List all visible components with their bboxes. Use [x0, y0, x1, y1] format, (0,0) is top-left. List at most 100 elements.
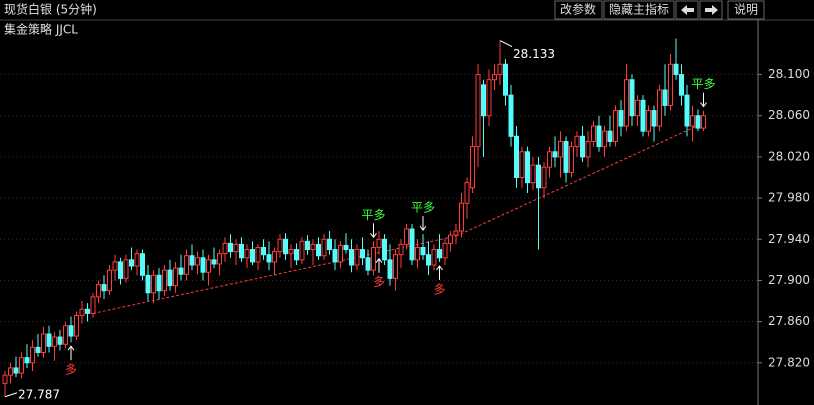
y-tick-label: 27.900: [768, 273, 810, 287]
candle-body: [585, 140, 591, 158]
candle-body: [206, 259, 211, 273]
candle-body: [629, 79, 635, 117]
candle-body: [68, 325, 74, 337]
candle-body: [200, 257, 206, 273]
candle-body: [283, 238, 288, 255]
candle-body: [140, 253, 145, 276]
candle-body: [437, 249, 442, 259]
candle-body: [112, 261, 118, 271]
candle-body: [481, 84, 486, 117]
candle-body: [541, 166, 547, 189]
candle-body: [486, 79, 492, 117]
signal-label: 多: [65, 363, 77, 377]
candle-body: [558, 140, 563, 158]
candle-body: [596, 125, 602, 148]
candle-body: [552, 151, 558, 158]
candle-body: [35, 346, 41, 353]
candle-body: [239, 243, 244, 259]
candle-body: [8, 367, 13, 376]
candle-body: [662, 89, 668, 106]
candle-body: [354, 249, 360, 266]
candle-body: [673, 63, 679, 76]
candle-body: [668, 63, 673, 106]
candle-body: [525, 151, 530, 184]
candle-body: [492, 74, 497, 81]
button[interactable]: [603, 0, 675, 20]
candle-body: [519, 151, 525, 179]
button-label[interactable]: 改参数: [560, 2, 596, 17]
candle-body: [57, 336, 63, 345]
y-tick-label: 27.980: [768, 191, 810, 205]
signal-arrow: [67, 345, 75, 361]
candle-body: [266, 254, 272, 263]
y-tick-label: 27.860: [768, 314, 810, 328]
candle-body: [24, 357, 30, 364]
candle-body: [415, 247, 420, 261]
candle-body: [118, 261, 123, 279]
candle-body: [684, 94, 690, 127]
candle-body: [167, 269, 173, 287]
candle-body: [2, 374, 8, 384]
candle-body: [74, 314, 79, 337]
candle-body: [701, 115, 706, 129]
candle-body: [635, 99, 640, 117]
candle-body: [299, 240, 305, 261]
candle-body: [233, 243, 239, 253]
candle-body: [646, 110, 651, 132]
candle-body: [382, 238, 387, 261]
button[interactable]: [554, 0, 603, 20]
candle-body: [360, 249, 365, 259]
candle-body: [211, 259, 217, 265]
indicator-name: 集金策略 JJCL: [4, 22, 78, 37]
candle-body: [695, 115, 701, 129]
candle-body: [420, 247, 426, 256]
candle-body: [497, 63, 503, 76]
y-tick-label: 28.060: [768, 108, 810, 122]
candle-body: [217, 253, 222, 265]
trend-line: [455, 122, 704, 237]
candle-body: [85, 308, 90, 314]
candle-body: [195, 257, 200, 266]
candle-body: [404, 228, 409, 245]
candle-body: [393, 254, 398, 279]
candle-body: [657, 89, 662, 127]
candle-body: [464, 182, 470, 204]
candle-body: [277, 238, 283, 253]
candle-body: [371, 247, 376, 271]
candle-body: [514, 135, 519, 179]
candle-body: [409, 228, 415, 261]
candle-body: [96, 284, 101, 298]
candle-body: [470, 146, 475, 189]
candle-body: [475, 74, 481, 148]
candle-body: [272, 251, 277, 263]
button-label[interactable]: 说明: [734, 2, 758, 17]
candle-body: [222, 242, 228, 255]
candle-body: [173, 267, 178, 287]
candle-body: [321, 238, 327, 257]
candle-body: [250, 249, 255, 263]
y-tick-label: 27.820: [768, 355, 810, 369]
extreme-label: 28.133: [513, 47, 555, 61]
candle-body: [332, 249, 338, 263]
candle-body: [30, 346, 35, 364]
candle-body: [624, 79, 629, 127]
candle-body: [343, 244, 349, 251]
chart-title: 现货白银 (5分钟): [4, 2, 97, 17]
candle-body: [13, 367, 19, 374]
candle-body: [63, 325, 68, 345]
candle-body: [442, 242, 448, 259]
candle-body: [607, 130, 613, 142]
candle-body: [244, 249, 250, 259]
signal-arrow: [419, 216, 427, 231]
candle-body: [376, 238, 382, 249]
candle-body: [426, 254, 431, 266]
candle-body: [503, 63, 508, 96]
candle-body: [690, 115, 695, 127]
candle-body: [310, 243, 316, 251]
candle-body: [580, 135, 585, 158]
candle-body: [563, 140, 569, 173]
signal-arrow: [375, 257, 383, 273]
button[interactable]: [727, 0, 765, 20]
right-arrow-icon: [705, 5, 718, 15]
button-label[interactable]: 隐藏主指标: [609, 2, 669, 17]
